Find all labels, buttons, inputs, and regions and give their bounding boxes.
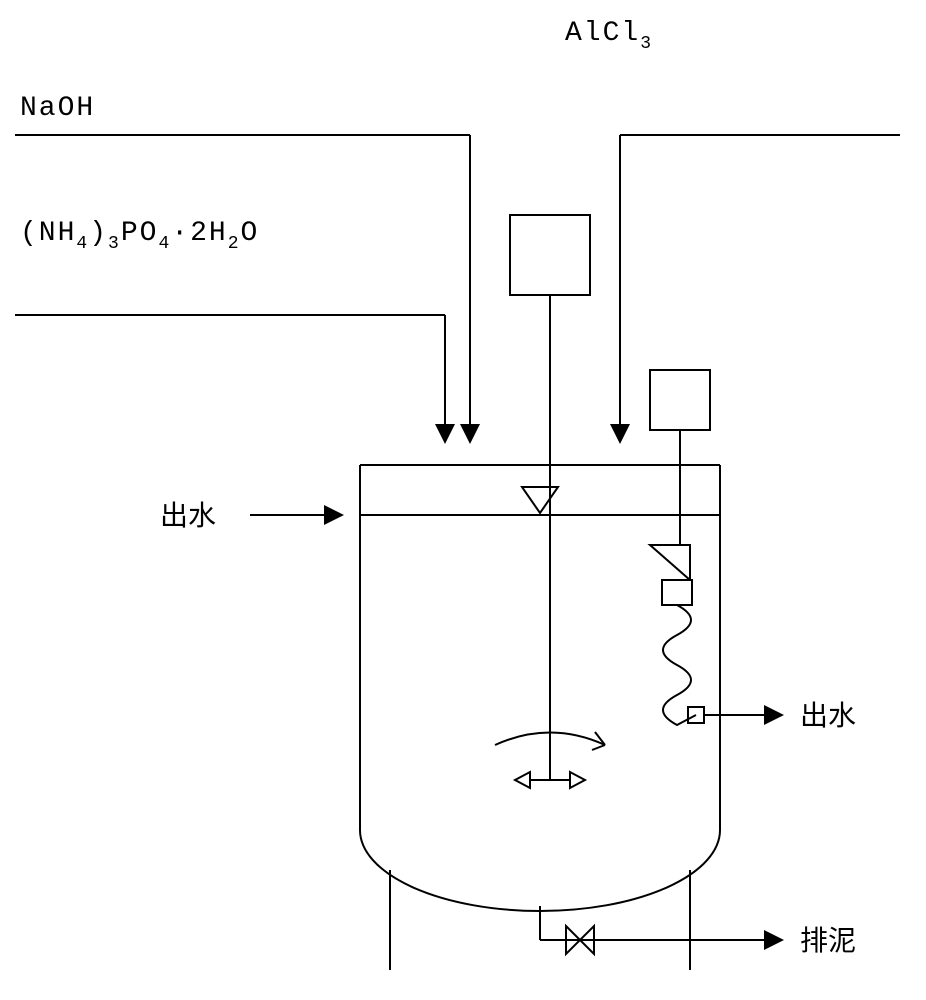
small-motor xyxy=(650,370,710,430)
mixer-motor xyxy=(510,215,590,295)
naoh-label: NaOH xyxy=(20,93,95,124)
deflector-base xyxy=(662,580,692,605)
tank-bottom xyxy=(360,830,720,911)
outlet-water-top-label: 出水 xyxy=(160,500,216,532)
deflector-icon xyxy=(650,545,690,580)
liquid-level-icon xyxy=(522,487,558,513)
nh4po4-label: (NH4)3PO4·2H2O xyxy=(20,218,259,254)
outlet-water-side-label: 出水 xyxy=(800,700,856,732)
alcl3-label: AlCl3 xyxy=(565,18,653,54)
impeller-right-icon xyxy=(570,772,585,788)
sludge-label: 排泥 xyxy=(800,925,856,957)
impeller-left-icon xyxy=(515,772,530,788)
